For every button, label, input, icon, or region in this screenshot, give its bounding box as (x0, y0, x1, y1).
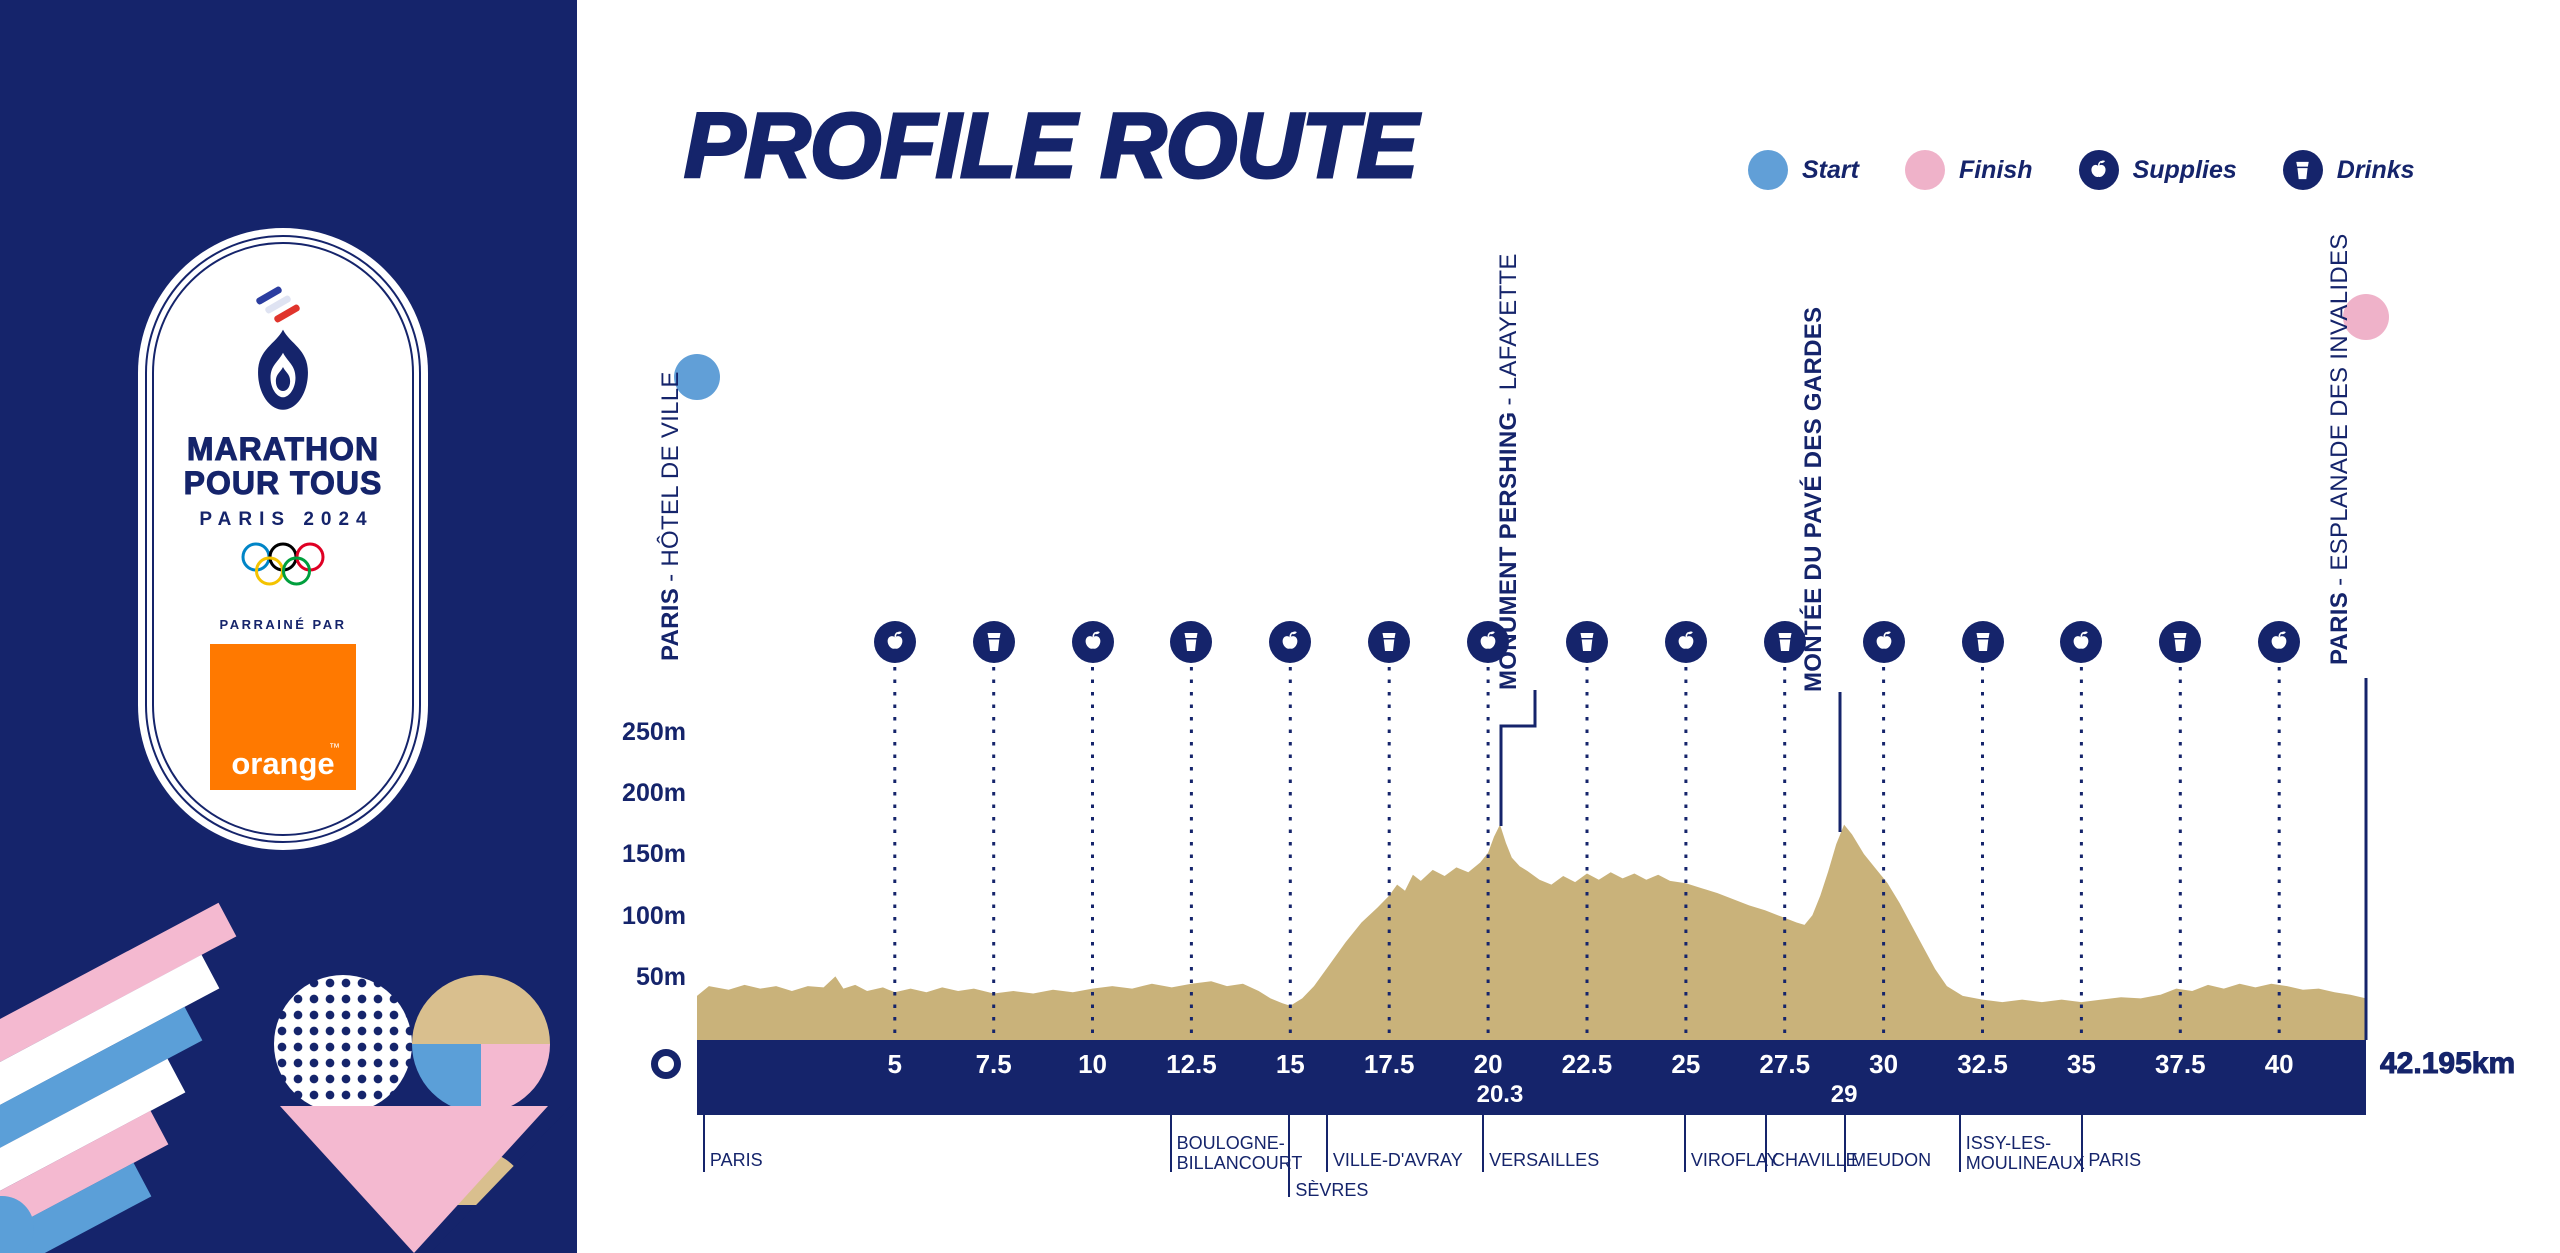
finish-dot-icon (1904, 150, 1945, 190)
legend-item-finish: Finish (1904, 150, 2033, 190)
x-axis-subtick-label: 20.3 (1476, 1081, 1524, 1108)
legend-item-drinks: Drinks (2282, 150, 2415, 190)
x-axis-tick-label: 37.5 (2154, 1049, 2206, 1079)
drink-cup-icon (2282, 150, 2323, 190)
x-axis-tick-label: 5 (887, 1049, 902, 1079)
event-title-line2: POUR TOUS (183, 465, 383, 501)
total-distance-label: 42.195km (2379, 1047, 2516, 1081)
start-city: PARIS (657, 587, 684, 661)
x-axis-tick-label: 32.5 (1957, 1049, 2008, 1079)
finish-location-label: PARIS - ESPLANADE DES INVALIDES (2326, 233, 2353, 665)
paris2024-flame-icon (258, 329, 308, 410)
finish-place: - ESPLANADE DES INVALIDES (2326, 233, 2353, 586)
x-axis-tick-label: 20 (1473, 1049, 1503, 1079)
apple-icon (2078, 150, 2119, 190)
legend-item-start: Start (1748, 150, 1859, 190)
peak-montee-label: MONTÉE DU PAVÉ DES GARDES (1800, 306, 1827, 692)
deco-polkadot-circle (274, 975, 412, 1113)
x-axis-tick-label: 27.5 (1759, 1049, 1811, 1079)
x-axis-tick-label: 12.5 (1166, 1049, 1217, 1079)
finish-marker (2343, 294, 2389, 340)
legend-label: Supplies (2132, 155, 2237, 184)
start-location-label: PARIS - HÔTEL DE VILLE (657, 371, 684, 661)
pershing-connector-line (1499, 690, 1537, 826)
x-axis-tick-label: 22.5 (1561, 1049, 1613, 1079)
elevation-area (697, 824, 2366, 1044)
start-dot-icon (1748, 150, 1788, 190)
sidebar: MARATHON POUR TOUS PARIS 2024 PARRAINÉ P… (0, 0, 577, 1253)
event-title: MARATHON POUR TOUS (183, 431, 383, 501)
deco-split-circle (412, 975, 550, 1113)
sponsor-intro-label: PARRAINÉ PAR (219, 617, 347, 632)
x-axis-subtick-label: 29 (1830, 1081, 1858, 1108)
x-axis-tick-label: 25 (1671, 1049, 1701, 1079)
peak-pershing-label: MONUMENT PERSHING - LAFAYETTE (1495, 253, 1522, 690)
trademark-symbol: ™ (329, 742, 340, 754)
legend-item-supplies: Supplies (2078, 150, 2237, 190)
x-axis-tick-label: 17.5 (1363, 1049, 1415, 1079)
orange-logo: orange ™ (210, 644, 356, 790)
peak-name: MONTÉE DU PAVÉ DES GARDES (1800, 306, 1827, 692)
orange-wordmark: orange (231, 746, 335, 781)
peak-detail: - LAFAYETTE (1495, 253, 1522, 406)
legend: Start Finish Supplies Drinks (1748, 150, 2415, 190)
x-axis-tick-label: 10 (1078, 1049, 1107, 1079)
x-axis-tick-label: 40 (2264, 1049, 2294, 1079)
legend-label: Start (1802, 155, 1859, 184)
event-edition: PARIS 2024 (199, 509, 374, 530)
start-marker (674, 354, 720, 400)
start-place: - HÔTEL DE VILLE (657, 371, 684, 582)
x-axis-tick-label: 35 (2066, 1049, 2096, 1079)
event-logo-card: MARATHON POUR TOUS PARIS 2024 PARRAINÉ P… (138, 228, 428, 850)
page-title: PROFILE ROUTE (682, 95, 1419, 197)
legend-label: Drinks (2336, 155, 2415, 184)
olympic-rings-icon (241, 542, 325, 586)
peak-name: MONUMENT PERSHING (1495, 411, 1522, 690)
x-axis-band: 5 7.5 10 12.5 15 17.5 20 22.5 25 27.5 30 32.5 35 37.5… (697, 1040, 2366, 1115)
finish-city: PARIS (2326, 591, 2353, 665)
x-axis-tick-label: 15 (1275, 1049, 1305, 1079)
origin-ring-icon (651, 1049, 681, 1079)
x-axis-tick-label: 7.5 (975, 1049, 1012, 1079)
x-axis-tick-label: 30 (1869, 1049, 1899, 1079)
legend-label: Finish (1958, 155, 2033, 184)
event-title-line1: MARATHON (186, 431, 380, 467)
